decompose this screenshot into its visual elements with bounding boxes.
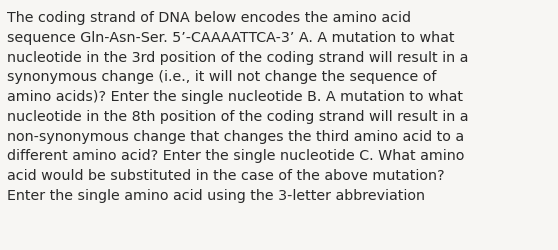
Text: The coding strand of DNA below encodes the amino acid
sequence Gln-Asn-Ser. 5’-C: The coding strand of DNA below encodes t… <box>7 11 468 202</box>
